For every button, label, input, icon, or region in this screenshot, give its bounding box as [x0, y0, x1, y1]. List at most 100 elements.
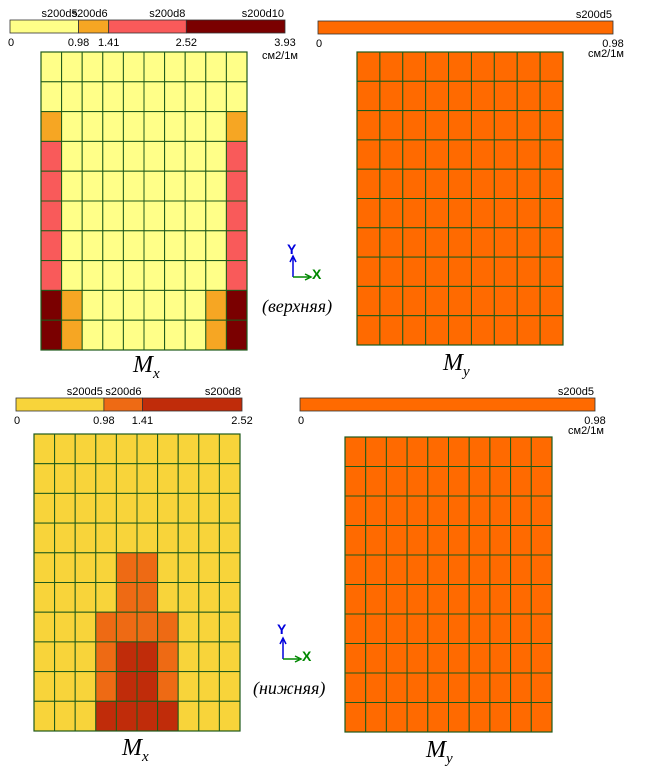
top-my-cell-6-5: [470, 227, 495, 258]
bot-mx-cell-6-5: [136, 611, 159, 643]
top-axis-x-label: X: [312, 266, 322, 282]
top-my-cell-8-4: [448, 285, 472, 317]
top-my-cell-2-0: [356, 110, 381, 141]
bot-my-cell-3-1: [365, 525, 387, 556]
bot-mx-cell-7-9: [218, 641, 241, 673]
top-my-cell-9-1: [379, 315, 404, 346]
top-my-cell-8-1: [379, 285, 404, 317]
top-mx-cell-4-3: [102, 170, 124, 202]
top-mx-cell-7-7: [184, 260, 207, 291]
bot-mx-cell-2-9: [218, 492, 241, 524]
bot-my-cell-3-9: [530, 525, 553, 556]
bot-mx-cell-1-3: [95, 463, 117, 494]
top-mx-cell-9-9: [225, 319, 248, 351]
bot-mx-cell-2-6: [157, 492, 179, 524]
bot-mx-cell-1-8: [198, 463, 220, 494]
bot-mx-cell-7-7: [177, 641, 200, 673]
bot-mx-cell-8-2: [74, 671, 97, 702]
bot-mx-cell-0-0: [33, 433, 56, 465]
bot-mx-legend-name-0: s200d5: [67, 386, 103, 398]
bot-my-cell-8-8: [510, 672, 532, 703]
bot-my-cell-9-8: [510, 702, 532, 733]
bot-my-cell-5-6: [468, 584, 491, 615]
top-mx-cell-0-5: [143, 51, 166, 83]
bot-mx-cell-6-0: [33, 611, 56, 643]
top-mx-cell-1-3: [102, 81, 124, 113]
top-mx-cell-2-8: [205, 111, 227, 142]
bot-my-cell-4-8: [510, 554, 532, 585]
top-mx-cell-2-0: [40, 111, 63, 142]
top-my-cell-9-4: [448, 315, 472, 346]
top-mx-cell-0-3: [102, 51, 124, 83]
bot-my-cell-5-3: [406, 584, 429, 615]
top-my-cell-3-1: [379, 139, 404, 170]
bot-mx-cell-0-3: [95, 433, 117, 465]
bot-my-cell-6-2: [385, 613, 408, 644]
bot-mx-legend-name-1: s200d6: [105, 386, 141, 398]
top-mx-cell-1-7: [184, 81, 207, 113]
bot-mx-legend-tick-2: 1.41: [132, 415, 153, 427]
bot-my-cell-3-4: [427, 525, 449, 556]
top-my-cell-1-5: [470, 80, 495, 112]
top-mx-cell-5-7: [184, 200, 207, 232]
top-my-cell-9-7: [516, 315, 541, 346]
bot-mx-cell-6-7: [177, 611, 200, 643]
top-my-cell-9-5: [470, 315, 495, 346]
bot-my-cell-8-4: [427, 672, 449, 703]
bot-mx-cell-9-1: [54, 700, 76, 732]
top-mx-cell-2-3: [102, 111, 124, 142]
bottom-mx-grid: [33, 433, 241, 732]
bot-my-cell-2-3: [406, 495, 429, 526]
top-mx-cell-2-5: [143, 111, 166, 142]
top-mx-cell-5-1: [61, 200, 83, 232]
top-my-cell-4-0: [356, 168, 381, 199]
bot-my-cell-2-0: [344, 495, 367, 526]
top-mx-cell-7-1: [61, 260, 83, 291]
bot-mx-cell-1-9: [218, 463, 241, 494]
top-my-cell-8-8: [539, 285, 564, 317]
top-my-grid-border: [356, 51, 564, 346]
top-my-cell-0-2: [402, 51, 427, 82]
bot-mx-cell-2-7: [177, 492, 200, 524]
top-my-cell-5-1: [379, 198, 404, 229]
top-my-legend-name-0: s200d5: [576, 9, 612, 21]
top-my-cell-7-5: [470, 256, 495, 287]
bot-mx-grid-border: [33, 433, 241, 732]
bot-mx-cell-4-7: [177, 552, 200, 583]
bot-my-cell-7-9: [530, 643, 553, 674]
bot-mx-cell-6-3: [95, 611, 117, 643]
bot-my-legend-unit: см2/1м: [568, 425, 604, 437]
bot-mx-cell-3-4: [115, 522, 138, 554]
bot-mx-cell-3-5: [136, 522, 159, 554]
top-mx-cell-4-2: [81, 170, 104, 202]
top-mx-cell-7-2: [81, 260, 104, 291]
top-my-cell-8-0: [356, 285, 381, 317]
top-my-cell-8-3: [425, 285, 450, 317]
top-mx-cell-8-9: [225, 289, 248, 321]
top-mx-cell-0-2: [81, 51, 104, 83]
top-layer-label: (верхняя): [262, 296, 332, 317]
bot-my-cell-3-2: [385, 525, 408, 556]
top-mx-cell-0-7: [184, 51, 207, 83]
top-mx-legend-tick-0: 0: [8, 37, 14, 49]
top-my-cell-2-2: [402, 110, 427, 141]
bot-my-cell-0-0: [344, 436, 367, 467]
top-my-cell-3-0: [356, 139, 381, 170]
bot-my-cell-1-9: [530, 466, 553, 497]
bot-my-cell-5-9: [530, 584, 553, 615]
bot-mx-cell-5-1: [54, 582, 76, 613]
bot-mx-cell-6-8: [198, 611, 220, 643]
bot-my-cell-4-3: [406, 554, 429, 585]
bot-mx-cell-8-6: [157, 671, 179, 702]
bot-mx-cell-4-5: [136, 552, 159, 583]
top-my-cell-6-1: [379, 227, 404, 258]
bot-mx-cell-1-0: [33, 463, 56, 494]
top-mx-cell-6-8: [205, 230, 227, 262]
top-my-cell-1-1: [379, 80, 404, 112]
top-my-cell-2-1: [379, 110, 404, 141]
bot-my-cell-6-9: [530, 613, 553, 644]
bot-my-cell-7-8: [510, 643, 532, 674]
bot-mx-legend-swatch-1: [103, 397, 143, 412]
bot-my-cell-5-4: [427, 584, 449, 615]
